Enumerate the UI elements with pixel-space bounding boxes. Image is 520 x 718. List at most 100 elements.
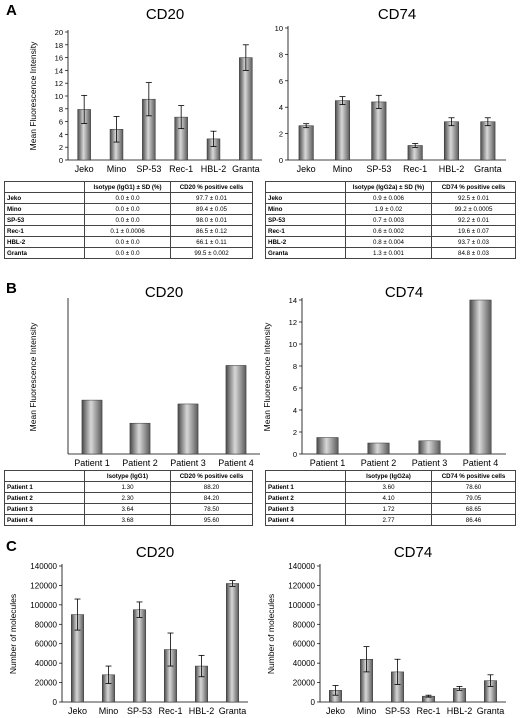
table-a-cd20-row-label: SP-53 [4, 214, 85, 226]
table-a-cd20-row: Granta 0.0 ± 0.0 99.5 ± 0.002 [4, 247, 253, 259]
table-b-cd74-row: Patient 2 4.10 79.05 [265, 492, 516, 504]
bar [367, 442, 390, 455]
y-tick-label: 140000 [288, 562, 315, 571]
table-a-cd20-row: Rec-1 0.1 ± 0.0006 86.5 ± 0.12 [4, 225, 253, 237]
table-a-cd74-row-label: Granta [265, 247, 346, 259]
table-a-cd74-row: SP-53 0.7 ± 0.003 92.2 ± 0.01 [265, 214, 516, 226]
y-tick-label: 10 [275, 24, 283, 33]
y-tick-label: 80000 [35, 620, 58, 629]
table-a-cd74-row-label: Mino [265, 203, 346, 215]
bar [469, 299, 492, 455]
y-tick-label: 8 [279, 50, 283, 59]
y-tick-label: 4 [279, 103, 283, 112]
bar [334, 100, 351, 161]
chart-title: CD74 [394, 544, 432, 561]
table-a-cd20-col-header: CD20 % positive cells [170, 181, 253, 193]
y-tick-label: 40000 [293, 659, 316, 668]
table-a-cd74-col-header: CD74 % positive cells [431, 181, 516, 193]
table-a-cd20-cell: 99.5 ± 0.002 [170, 247, 253, 259]
chart-title: CD74 [378, 6, 416, 23]
x-tick-label: Patient 1 [310, 458, 346, 468]
y-tick-label: 2 [293, 428, 297, 437]
table-a-cd74-cell: 0.7 ± 0.003 [345, 214, 432, 226]
y-tick-label: 4 [59, 130, 63, 139]
table-a-cd20-row-label: HBL-2 [4, 236, 85, 248]
chart-a-cd74: CD74 0 2 4 6 8 10 Jeko Mino SP-53 Rec-1 HBL-2 Granta [275, 6, 506, 174]
table-b-cd20-col-header: Isotype (IgG1) [84, 470, 171, 482]
table-b-cd20-cell: 3.64 [84, 503, 171, 515]
table-b-cd74-cell: 4.10 [345, 492, 432, 504]
table-a-cd74-col-header [265, 181, 346, 193]
x-tick-label: Patient 2 [122, 458, 158, 468]
table-b-cd20-row-label: Patient 1 [4, 481, 85, 493]
table-a-cd74-row: Jeko 0.9 ± 0.006 92.5 ± 0.01 [265, 192, 516, 204]
table-b-cd20-cell: 3.68 [84, 514, 171, 526]
y-tick-label: 100000 [30, 601, 57, 610]
table-a-cd20-row: Mino 0.0 ± 0.0 89.4 ± 0.05 [4, 203, 253, 215]
table-a-cd74-cell: 99.2 ± 0.0005 [431, 203, 516, 215]
y-tick-label: 12 [289, 318, 297, 327]
x-tick-label: Mino [333, 164, 353, 174]
table-a-cd20-row: SP-53 0.0 ± 0.0 98.0 ± 0.01 [4, 214, 253, 226]
table-b-cd20-row-label: Patient 3 [4, 503, 85, 515]
table-b-cd74-cell: 86.46 [431, 514, 516, 526]
panel-letter-b: B [6, 280, 17, 297]
x-tick-label: Rec-1 [403, 164, 427, 174]
table-a-cd20-col-header [4, 181, 85, 193]
x-tick-label: Patient 2 [361, 458, 397, 468]
chart-b-cd20: CD20 Mean Fluorescence Intensity Patient 1… [28, 284, 260, 468]
y-tick-label: 6 [279, 77, 283, 86]
x-tick-label: HBL-2 [447, 706, 473, 716]
x-tick-label: Rec-1 [169, 164, 193, 174]
y-tick-label: 18 [55, 41, 63, 50]
y-tick-label: 0 [311, 698, 316, 707]
y-tick-label: 140000 [30, 562, 57, 571]
y-tick-label: 40000 [35, 659, 58, 668]
y-tick-label: 20 [55, 28, 63, 37]
table-b-cd20-row: Patient 3 3.64 78.50 [4, 503, 253, 515]
table-a-cd74-row: HBL-2 0.8 ± 0.004 93.7 ± 0.03 [265, 236, 516, 248]
x-tick-label: Mino [99, 706, 119, 716]
y-tick-label: 0 [279, 156, 283, 165]
y-tick-label: 120000 [288, 581, 315, 590]
table-a-cd20-row: Jeko 0.0 ± 0.0 97.7 ± 0.01 [4, 192, 253, 204]
table-b-cd74-row: Patient 4 2.77 86.46 [265, 514, 516, 526]
y-tick-label: 6 [293, 384, 297, 393]
table-a-cd74-row-label: Rec-1 [265, 225, 346, 237]
table-a-cd20-cell: 89.4 ± 0.05 [170, 203, 253, 215]
table-b-cd74-col-header: Isotype (IgG2a) [345, 470, 432, 482]
y-tick-label: 4 [293, 406, 297, 415]
bar [81, 399, 103, 455]
table-b-cd74-row-label: Patient 1 [265, 481, 346, 493]
table-b-cd20-header-row: Isotype (IgG1) CD20 % positive cells [4, 470, 253, 482]
table-b-cd20-row-label: Patient 2 [4, 492, 85, 504]
x-tick-label: HBL-2 [201, 164, 227, 174]
y-axis-label: Mean Fluorescence Intensity [262, 322, 272, 431]
chart-c-cd20: CD20 0 20000 40000 60000 80000 100000 120000 140… [8, 544, 248, 716]
table-b-cd20-cell: 84.20 [170, 492, 253, 504]
table-a-cd20-header-row: Isotype (IgG1) ± SD (%) CD20 % positive c… [4, 181, 253, 193]
y-tick-label: 16 [55, 54, 63, 63]
y-axis-label: Mean Fluorescence Intensity [28, 41, 38, 150]
table-b-cd74-row-label: Patient 4 [265, 514, 346, 526]
y-tick-label: 80000 [293, 620, 316, 629]
bar [298, 125, 314, 161]
table-b-cd74-cell: 3.60 [345, 481, 432, 493]
y-axis-label: Number of molecules [266, 594, 276, 674]
table-a-cd74-cell: 93.7 ± 0.03 [431, 236, 516, 248]
x-tick-label: Jeko [326, 706, 345, 716]
y-axis-label: Mean Fluorescence Intensity [28, 322, 38, 431]
bar [371, 101, 387, 161]
x-tick-label: Mino [357, 706, 377, 716]
table-b-cd74-cell: 79.05 [431, 492, 516, 504]
x-tick-label: Patient 1 [74, 458, 110, 468]
bar [443, 121, 460, 161]
panel-letter-a: A [6, 2, 17, 19]
table-a-cd74-cell: 92.5 ± 0.01 [431, 192, 516, 204]
table-b-cd74-header-row: Isotype (IgG2a) CD74 % positive cells [265, 470, 516, 482]
table-b-cd74-cell: 1.72 [345, 503, 432, 515]
table-a-cd20-cell: 0.0 ± 0.0 [84, 214, 171, 226]
x-tick-label: Patient 4 [463, 458, 499, 468]
bar [239, 57, 253, 161]
x-tick-label: Patient 3 [412, 458, 448, 468]
